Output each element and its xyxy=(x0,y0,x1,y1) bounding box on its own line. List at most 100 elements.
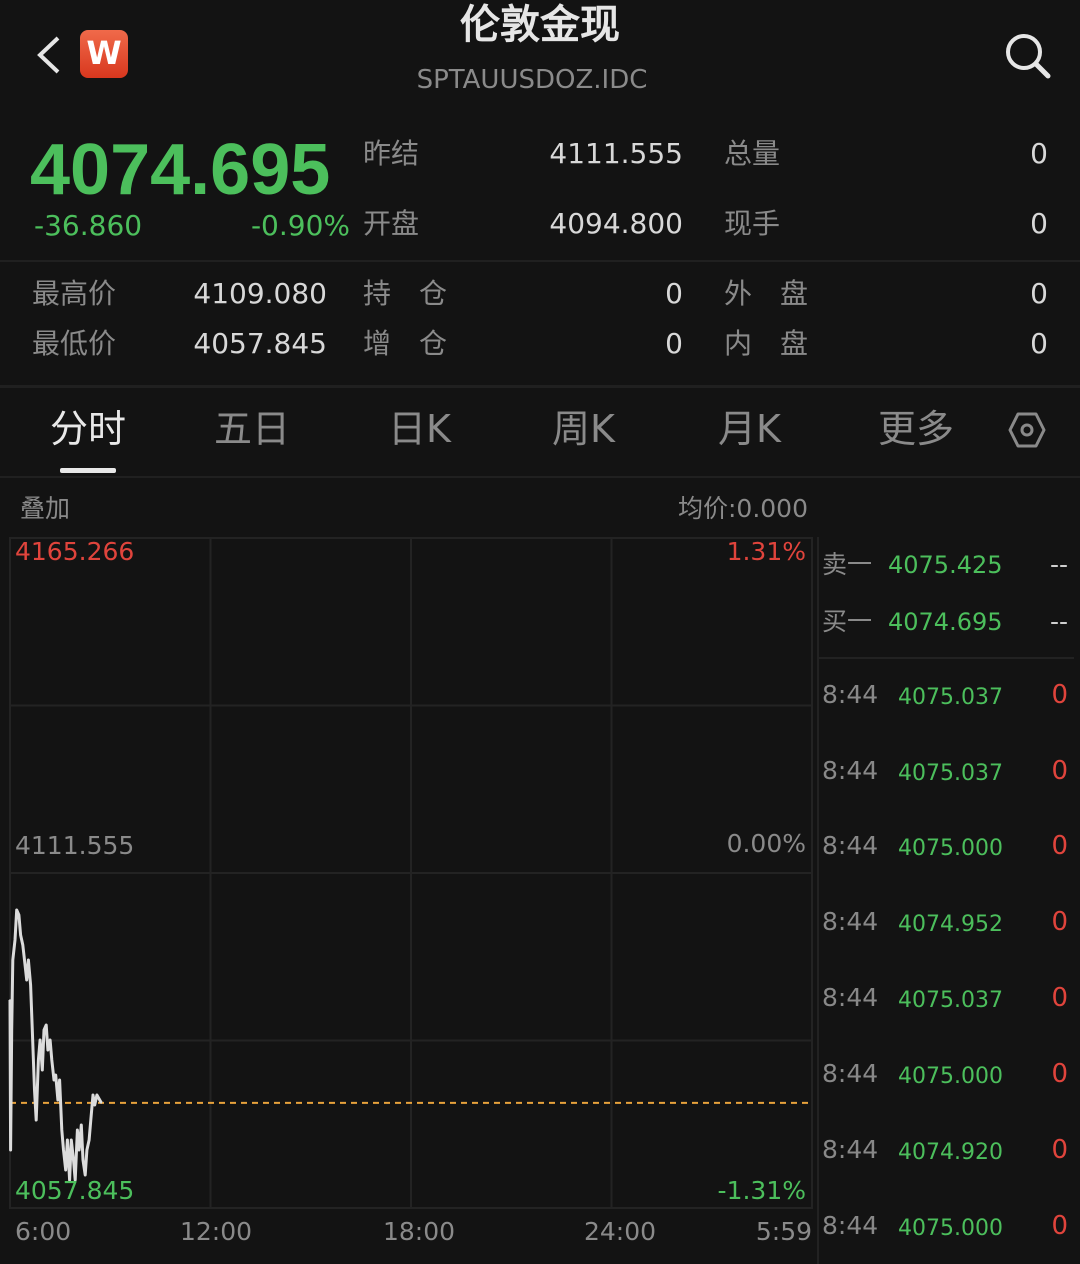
field-label: 内 盘 xyxy=(724,327,809,360)
field-value: 4057.845 xyxy=(193,327,327,360)
field-value: 0 xyxy=(1030,207,1048,240)
price-point xyxy=(35,1119,37,1121)
price-point xyxy=(43,1029,45,1031)
pct-label-mid: 0.00% xyxy=(726,829,806,858)
x-label: 12:00 xyxy=(180,1217,253,1246)
intraday-chart[interactable] xyxy=(0,530,818,1264)
price-point xyxy=(70,1139,73,1141)
tick-volume: 0 xyxy=(1051,983,1068,1013)
price-point xyxy=(90,1119,92,1121)
pct-label-top: 1.31% xyxy=(726,537,806,566)
price-point xyxy=(14,939,16,941)
active-tab-indicator xyxy=(60,468,116,473)
tick-volume: 0 xyxy=(1051,1059,1068,1089)
tab-weekly-k[interactable]: 周K xyxy=(552,407,615,451)
search-icon xyxy=(1006,34,1051,79)
price-point xyxy=(45,1024,48,1026)
price-point xyxy=(53,1079,55,1081)
price-point xyxy=(18,914,20,916)
panel-divider xyxy=(817,537,819,1264)
field-value: 0 xyxy=(665,277,683,310)
last-price: 4074.695 xyxy=(30,130,331,210)
tick-volume: 0 xyxy=(1051,907,1068,937)
tab-intraday[interactable]: 分时 xyxy=(50,407,127,451)
pct-label-bottom: -1.31% xyxy=(717,1176,806,1205)
x-label: 18:00 xyxy=(383,1217,456,1246)
tick-price: 4075.000 xyxy=(898,1216,1003,1241)
settings-button[interactable] xyxy=(1008,411,1046,453)
tick-time: 8:44 xyxy=(822,680,879,709)
price-point xyxy=(50,1059,53,1061)
price-point xyxy=(62,1149,65,1151)
app-logo-letter: W xyxy=(86,34,122,72)
bid-volume: -- xyxy=(1049,607,1068,636)
price-point xyxy=(68,1179,71,1181)
y-label-mid: 4111.555 xyxy=(15,831,135,860)
price-point xyxy=(15,909,18,911)
tick-price: 4075.037 xyxy=(898,988,1003,1013)
price-point xyxy=(66,1139,69,1141)
page-title: 伦敦金现 xyxy=(460,2,620,48)
field-value: 0 xyxy=(1030,277,1048,310)
field-value: 0 xyxy=(1030,137,1048,170)
price-point xyxy=(49,1039,51,1041)
x-label: 5:59 xyxy=(755,1217,812,1246)
tab-five-day[interactable]: 五日 xyxy=(214,407,291,451)
ask-label: 卖一 xyxy=(822,550,873,579)
price-point xyxy=(84,1174,87,1176)
price-point xyxy=(72,1159,75,1161)
divider xyxy=(0,385,1080,388)
price-point xyxy=(10,1029,13,1031)
divider xyxy=(819,657,1074,659)
tick-volume: 0 xyxy=(1051,1211,1068,1241)
back-button[interactable] xyxy=(30,32,70,78)
field-label: 昨结 xyxy=(363,137,420,170)
price-point xyxy=(47,1049,49,1051)
avg-price: 均价:0.000 xyxy=(678,494,808,523)
app-logo-icon[interactable]: W xyxy=(80,30,128,78)
field-label: 最高价 xyxy=(32,277,117,310)
field-label: 开盘 xyxy=(363,207,420,240)
price-point xyxy=(41,1069,44,1071)
price-change: -36.860 xyxy=(34,209,143,242)
tick-price: 4074.952 xyxy=(898,912,1003,937)
price-point xyxy=(31,1029,34,1031)
price-point xyxy=(33,1089,36,1091)
field-value: 4094.800 xyxy=(549,207,683,240)
tick-time: 8:44 xyxy=(822,756,879,785)
price-point xyxy=(57,1099,59,1101)
price-point xyxy=(78,1149,80,1151)
ask-volume: -- xyxy=(1049,550,1068,579)
ask-price: 4075.425 xyxy=(888,551,1003,579)
price-point xyxy=(61,1129,63,1131)
tick-price: 4075.037 xyxy=(898,761,1003,786)
tab-daily-k[interactable]: 日K xyxy=(388,407,451,451)
price-point xyxy=(9,999,11,1001)
field-label: 最低价 xyxy=(32,327,117,360)
tick-time: 8:44 xyxy=(822,983,879,1012)
price-line xyxy=(8,908,103,1182)
price-point xyxy=(100,1102,103,1104)
search-button[interactable] xyxy=(1002,30,1052,84)
price-point xyxy=(96,1094,98,1096)
tick-price: 4074.920 xyxy=(898,1140,1003,1165)
price-point xyxy=(37,1059,40,1061)
divider xyxy=(0,476,1080,478)
price-point xyxy=(29,984,32,986)
price-point xyxy=(80,1124,83,1126)
tab-more[interactable]: 更多 xyxy=(878,407,955,451)
tab-monthly-k[interactable]: 月K xyxy=(718,407,781,451)
bid-price: 4074.695 xyxy=(888,608,1003,636)
price-point xyxy=(93,1104,96,1106)
price-point xyxy=(39,1039,41,1041)
tick-price: 4075.000 xyxy=(898,836,1003,861)
overlay-button[interactable]: 叠加 xyxy=(20,494,71,523)
tick-volume: 0 xyxy=(1051,1135,1068,1165)
field-value: 0 xyxy=(665,327,683,360)
price-change-pct: -0.90% xyxy=(250,209,350,242)
price-point xyxy=(22,944,24,946)
field-label: 外 盘 xyxy=(724,277,809,310)
field-label: 总量 xyxy=(724,137,781,170)
price-point xyxy=(88,1139,90,1141)
field-value: 4111.555 xyxy=(549,137,683,170)
